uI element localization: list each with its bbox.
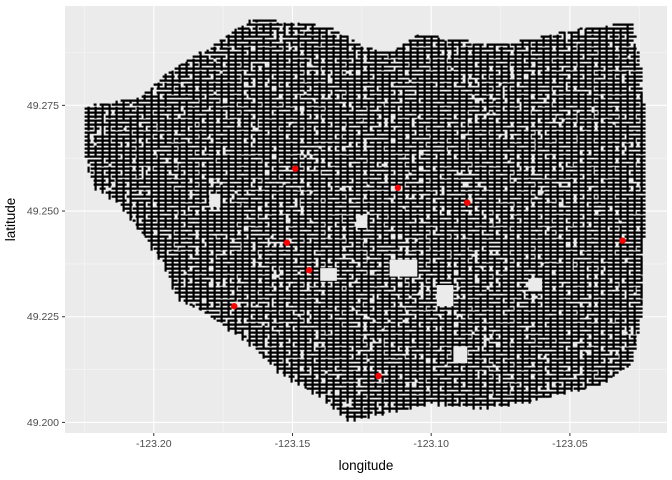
x-tick-label: -123.05 [552, 438, 588, 450]
highlight-points [231, 165, 626, 380]
highlight-point [464, 199, 471, 206]
x-tick-label: -123.20 [136, 438, 172, 450]
open-area [528, 278, 543, 292]
y-axis-title: latitude [3, 198, 18, 242]
x-tick-label: -123.10 [413, 438, 449, 450]
y-tick-label: 49.275 [27, 100, 59, 112]
open-area [356, 215, 368, 228]
street-network [84, 19, 646, 422]
x-axis: -123.20 -123.15 -123.10 -123.05 [136, 433, 588, 450]
highlight-point [394, 184, 402, 191]
street-segments [84, 19, 646, 422]
y-tick-label: 49.250 [27, 206, 59, 218]
y-axis: 49.200 49.225 49.250 49.275 [27, 100, 65, 429]
highlight-point [305, 267, 313, 274]
x-axis-title: longitude [339, 458, 394, 473]
highlight-point [283, 239, 291, 246]
highlight-point [375, 372, 382, 380]
y-tick-label: 49.200 [27, 417, 59, 429]
open-area [320, 268, 337, 281]
x-tick-label: -123.15 [275, 438, 311, 450]
highlight-point [231, 302, 238, 310]
highlight-point [292, 165, 299, 172]
highlight-point [619, 237, 626, 244]
open-area [453, 346, 468, 364]
y-tick-label: 49.225 [27, 311, 59, 323]
open-area [209, 194, 221, 207]
open-area [436, 285, 454, 307]
open-area [389, 259, 418, 277]
